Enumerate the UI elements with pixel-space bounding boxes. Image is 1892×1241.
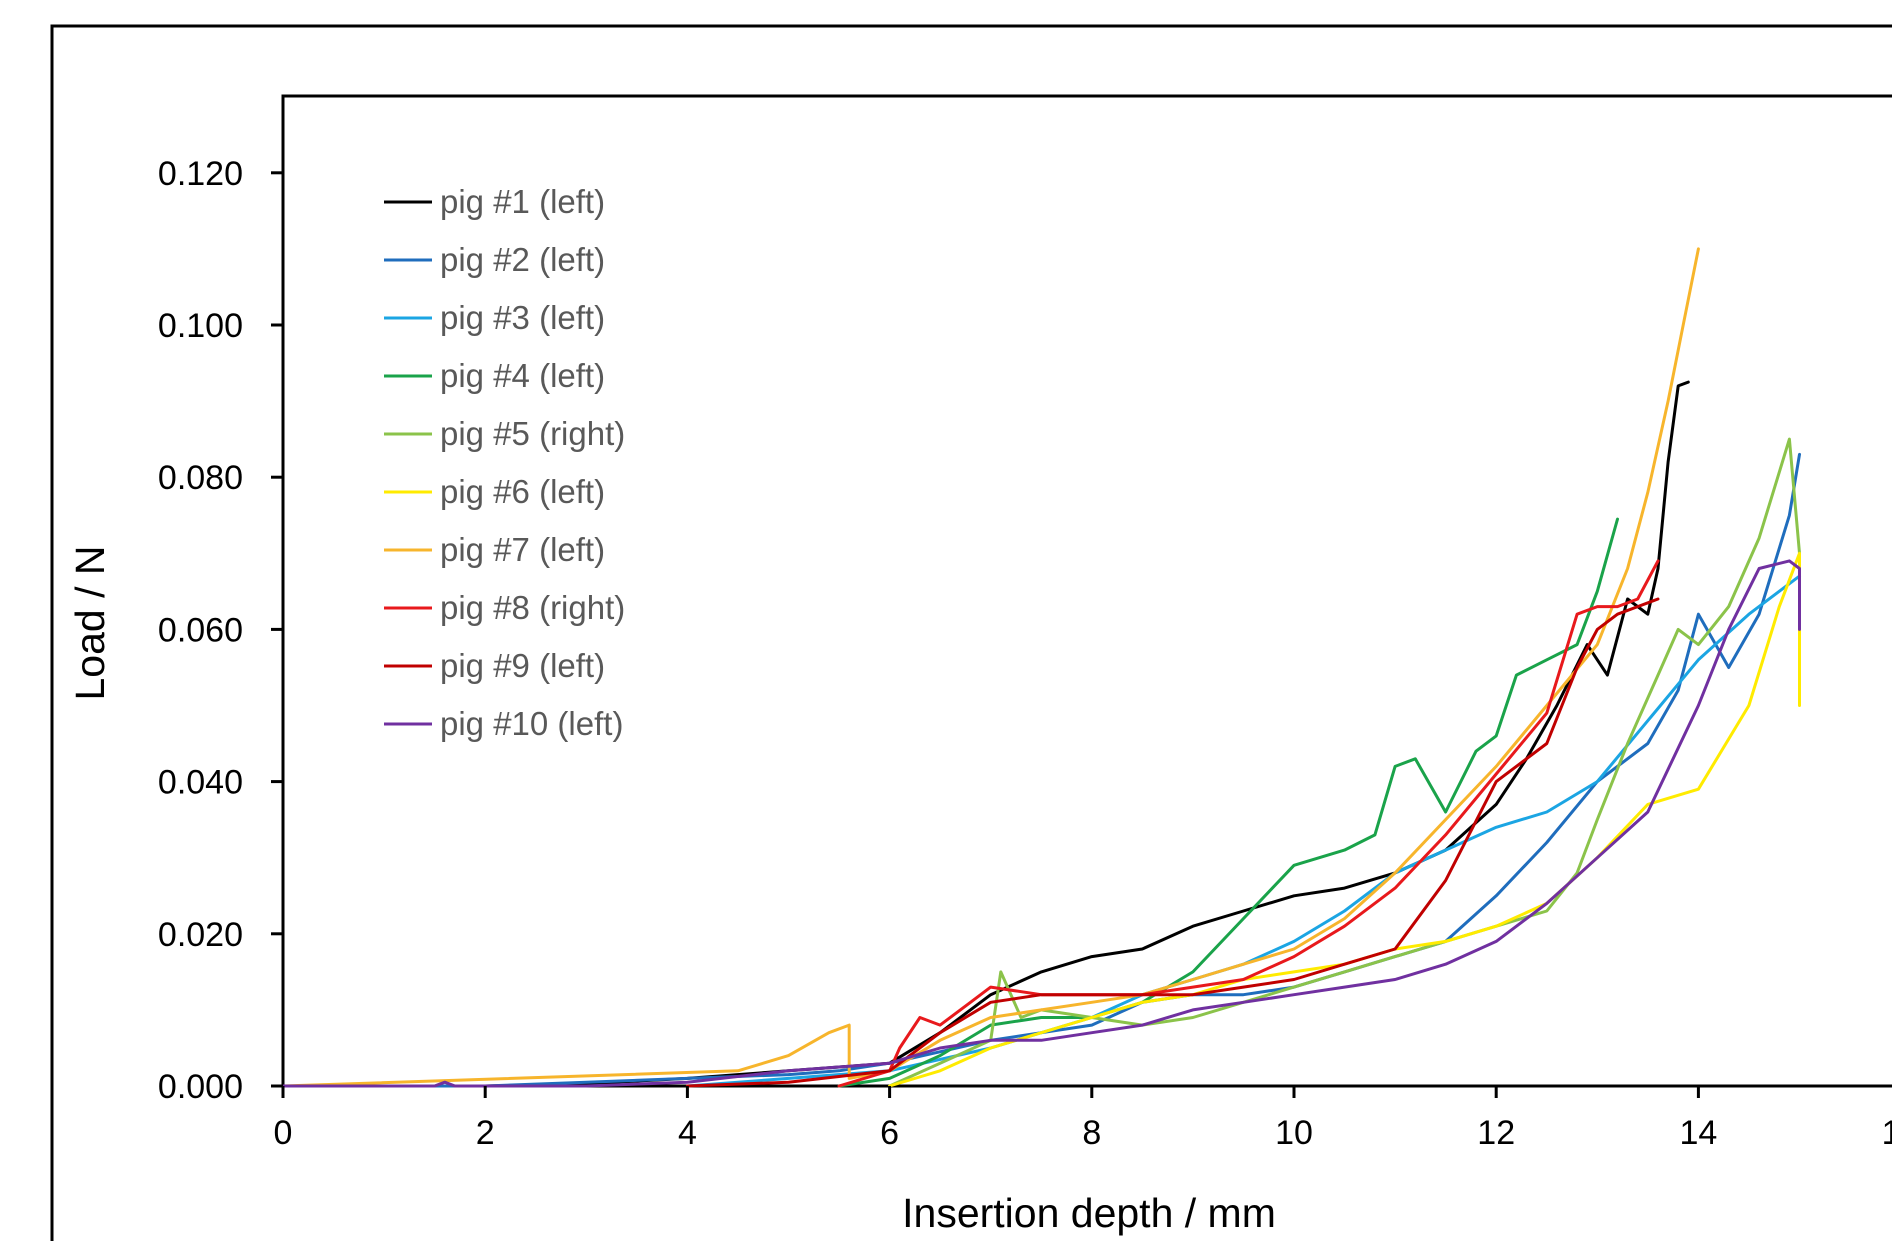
x-tick-label: 14 <box>1679 1114 1717 1152</box>
y-axis-label: Load / N <box>67 546 113 701</box>
legend-label-3: pig #3 (left) <box>440 299 605 336</box>
legend: pig #1 (left) pig #2 (left) pig #3 (left) p… <box>384 183 625 742</box>
y-tick-label: 0.000 <box>158 1068 243 1106</box>
x-tick-label: 12 <box>1477 1114 1515 1152</box>
axes: 0 2 4 6 8 10 12 14 16 0.000 0.020 0.040 0.060 0.080 0.… <box>158 155 1892 1152</box>
legend-label-5: pig #5 (right) <box>440 415 625 452</box>
x-tick-label: 16 <box>1882 1114 1892 1152</box>
x-tick-label: 8 <box>1082 1114 1101 1152</box>
x-tick-label: 4 <box>678 1114 697 1152</box>
series-layer <box>281 247 1801 1088</box>
y-tick-label: 0.040 <box>158 764 243 802</box>
y-tick-label: 0.020 <box>158 916 243 954</box>
legend-label-4: pig #4 (left) <box>440 357 605 394</box>
y-tick-label: 0.060 <box>158 611 243 649</box>
plot-area <box>281 94 1892 1088</box>
x-axis-label: Insertion depth / mm <box>902 1190 1276 1236</box>
legend-label-6: pig #6 (left) <box>440 473 605 510</box>
series-line-7 <box>281 247 1700 1088</box>
y-tick-label: 0.080 <box>158 459 243 497</box>
x-tick-label: 10 <box>1275 1114 1313 1152</box>
y-tick-label: 0.100 <box>158 307 243 345</box>
series-line-4 <box>837 517 1619 1088</box>
legend-label-9: pig #9 (left) <box>440 647 605 684</box>
x-tick-label: 0 <box>274 1114 293 1152</box>
x-tick-label: 6 <box>880 1114 899 1152</box>
series-line-8 <box>837 559 1660 1088</box>
x-tick-label: 2 <box>476 1114 495 1152</box>
legend-label-2: pig #2 (left) <box>440 241 605 278</box>
y-tick-label: 0.120 <box>158 155 243 193</box>
legend-label-1: pig #1 (left) <box>440 183 605 220</box>
legend-label-10: pig #10 (left) <box>440 705 623 742</box>
legend-label-7: pig #7 (left) <box>440 531 605 568</box>
series-line-9 <box>685 597 1660 1088</box>
chart-frame <box>50 24 1892 1241</box>
legend-label-8: pig #8 (right) <box>440 589 625 626</box>
series-line-10 <box>281 559 1801 1088</box>
series-line-5 <box>888 437 1801 1088</box>
